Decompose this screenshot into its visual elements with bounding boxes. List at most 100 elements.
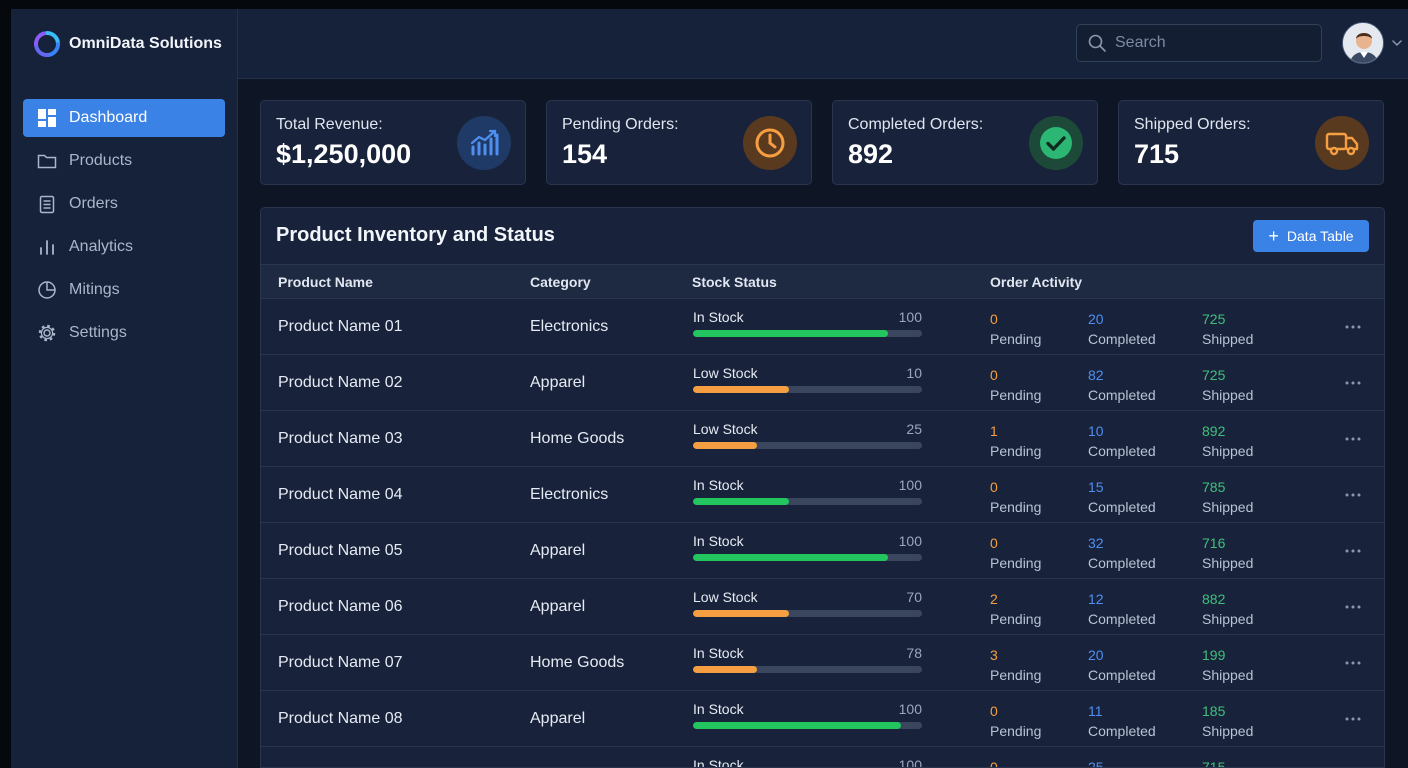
shipped-count: 725 [1202, 311, 1226, 327]
product-category: Apparel [530, 374, 586, 391]
column-header-product-name[interactable]: Product Name [278, 274, 373, 290]
sidebar-item-orders[interactable]: Orders [23, 185, 225, 223]
column-header-order-activity[interactable]: Order Activity [990, 274, 1083, 290]
card-value: 154 [562, 139, 608, 169]
table-row[interactable]: Product Name 08 Apparel In Stock 100 0 P… [261, 691, 1384, 747]
completed-count: 10 [1088, 423, 1104, 439]
more-options-icon[interactable] [1343, 373, 1363, 393]
stock-status-label: Low Stock [693, 365, 758, 381]
more-options-icon[interactable] [1343, 485, 1363, 505]
product-category: Apparel [530, 542, 586, 559]
sidebar-item-label: Products [69, 152, 133, 169]
completed-activity: 82 Completed [1088, 365, 1156, 405]
stock-progress-fill [693, 666, 758, 673]
more-options-icon[interactable] [1343, 709, 1363, 729]
shipped-count: 882 [1202, 591, 1226, 607]
pending-label: Pending [990, 499, 1042, 515]
completed-activity: 10 Completed [1088, 421, 1156, 461]
table-row[interactable]: Product Name 05 Apparel In Stock 100 0 P… [261, 523, 1384, 579]
brand[interactable]: OmniData Solutions [33, 29, 222, 59]
card-label: Pending Orders: [562, 116, 679, 133]
column-header-category[interactable]: Category [530, 274, 591, 290]
stock-progress-bar [693, 386, 922, 393]
card-shipped-orders[interactable]: Shipped Orders: 715 [1118, 100, 1384, 185]
stock-progress-bar [693, 330, 922, 337]
more-options-icon[interactable] [1343, 429, 1363, 449]
data-table-button[interactable]: + Data Table [1253, 220, 1369, 252]
search-input[interactable] [1115, 34, 1305, 52]
pending-activity: 0 Pending [990, 701, 1041, 741]
card-completed-orders[interactable]: Completed Orders: 892 [832, 100, 1098, 185]
table-row[interactable]: Product Name 02 Apparel Low Stock 10 0 P… [261, 355, 1384, 411]
bar-chart-icon [37, 237, 57, 257]
pending-label: Pending [990, 723, 1042, 739]
table-row[interactable]: Product Name 04 Electronics In Stock 100… [261, 467, 1384, 523]
stock-progress-fill [693, 330, 888, 337]
table-row[interactable]: Product Name 03 Home Goods Low Stock 25 … [261, 411, 1384, 467]
completed-label: Completed [1088, 499, 1156, 515]
sidebar-item-mitings[interactable]: Mitings [23, 271, 225, 309]
gear-icon [37, 323, 57, 343]
pending-label: Pending [990, 611, 1042, 627]
completed-count: 12 [1088, 591, 1104, 607]
card-pending-orders[interactable]: Pending Orders: 154 [546, 100, 812, 185]
sidebar-item-analytics[interactable]: Analytics [23, 228, 225, 266]
pending-count: 1 [990, 423, 998, 439]
more-options-icon[interactable] [1343, 541, 1363, 561]
table-row[interactable]: Product Name 01 Electronics In Stock 100… [261, 299, 1384, 355]
stock-status-label: In Stock [693, 477, 744, 493]
table-row[interactable]: Product Name 07 Home Goods In Stock 78 3… [261, 635, 1384, 691]
shipped-activity: 199 Shipped [1202, 645, 1253, 685]
more-options-icon[interactable] [1343, 597, 1363, 617]
more-options-icon[interactable] [1343, 317, 1363, 337]
card-total-revenue[interactable]: Total Revenue: $1,250,000 [260, 100, 526, 185]
stock-progress-fill [693, 554, 888, 561]
more-options-icon[interactable] [1343, 653, 1363, 673]
inventory-panel: Product Inventory and Status + Data Tabl… [260, 207, 1385, 768]
avatar[interactable] [1342, 22, 1384, 64]
shipped-count: 716 [1202, 535, 1226, 551]
stock-status-label: Low Stock [693, 421, 758, 437]
product-name: Product Name 06 [278, 598, 403, 615]
sidebar-item-settings[interactable]: Settings [23, 314, 225, 352]
table-body: Product Name 01 Electronics In Stock 100… [261, 299, 1384, 768]
sidebar-item-dashboard[interactable]: Dashboard [23, 99, 225, 137]
card-value: 715 [1134, 139, 1180, 169]
stock-status-label: In Stock [693, 533, 744, 549]
clock-icon [37, 280, 57, 300]
pending-activity: 2 Pending [990, 589, 1041, 629]
pending-count: 2 [990, 591, 998, 607]
pending-count: 0 [990, 367, 998, 383]
completed-activity: 11 Completed [1088, 701, 1156, 741]
product-category: Electronics [530, 486, 609, 503]
stock-value: 100 [898, 309, 922, 325]
search-box[interactable] [1076, 24, 1322, 62]
clipboard-icon [37, 194, 57, 214]
stock-progress-fill [693, 498, 790, 505]
shipped-count: 892 [1202, 423, 1226, 439]
shipped-label: Shipped [1202, 667, 1254, 683]
completed-label: Completed [1088, 723, 1156, 739]
sidebar-item-label: Settings [69, 324, 127, 341]
stock-progress-bar [693, 666, 922, 673]
shipped-label: Shipped [1202, 723, 1254, 739]
pending-activity: 0 Pending [990, 533, 1041, 573]
product-name: Product Name 02 [278, 374, 403, 391]
pending-count: 0 [990, 535, 998, 551]
sidebar-item-label: Orders [69, 195, 118, 212]
table-row[interactable]: In Stock 100 0 Pending 25 Completed 715 … [261, 747, 1384, 768]
pending-activity: 3 Pending [990, 645, 1041, 685]
sidebar-item-label: Mitings [69, 281, 120, 298]
chevron-down-icon[interactable] [1390, 36, 1404, 50]
window-top-edge [0, 0, 1408, 9]
pending-activity: 0 Pending [990, 757, 1041, 767]
stock-value: 100 [898, 757, 922, 768]
stock-value: 78 [906, 645, 922, 661]
completed-count: 15 [1088, 479, 1104, 495]
completed-count: 20 [1088, 311, 1104, 327]
completed-count: 11 [1088, 703, 1103, 719]
column-header-stock-status[interactable]: Stock Status [692, 274, 777, 290]
completed-activity: 20 Completed [1088, 309, 1156, 349]
sidebar-item-products[interactable]: Products [23, 142, 225, 180]
table-row[interactable]: Product Name 06 Apparel Low Stock 70 2 P… [261, 579, 1384, 635]
